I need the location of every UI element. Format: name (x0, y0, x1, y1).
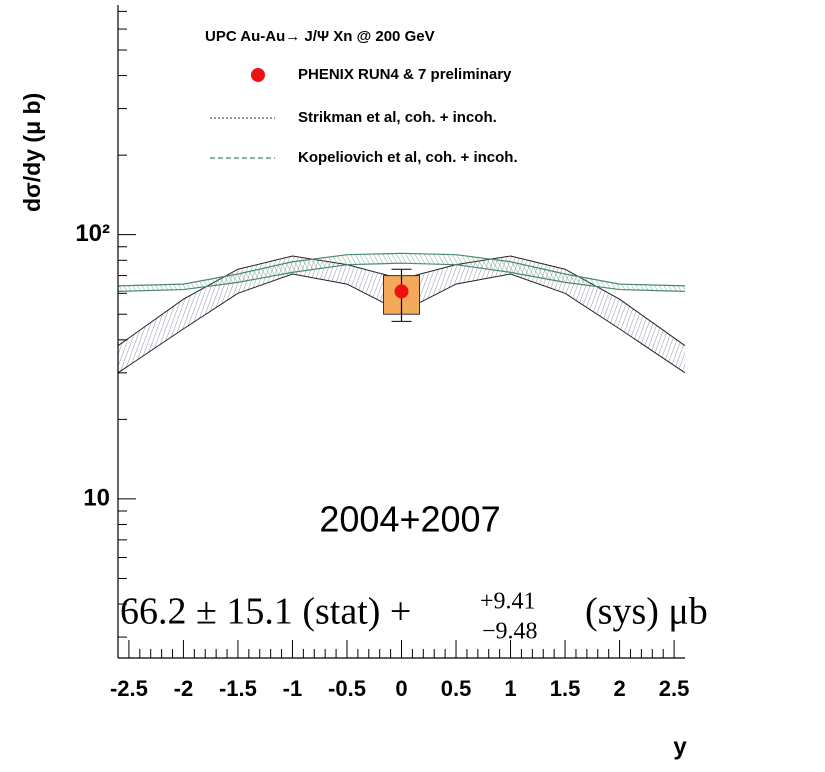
legend-label: Strikman et al, coh. + incoh. (298, 109, 497, 126)
x-tick-label: 1 (504, 676, 516, 701)
x-tick-label: 2 (613, 676, 625, 701)
x-tick-label: 2.5 (659, 676, 690, 701)
x-tick-label: -2 (174, 676, 194, 701)
legend-title: UPC Au-Au→ J/Ψ Xn @ 200 GeV (205, 28, 435, 45)
result-sys-plus: +9.41 (480, 589, 536, 615)
result-sys-minus: −9.48 (482, 619, 538, 645)
result-end: (sys) μb (585, 591, 708, 633)
band-edge (117, 252, 686, 287)
result-main: 66.2 ± 15.1 (stat) + (120, 591, 411, 633)
x-tick-label: 1.5 (550, 676, 581, 701)
legend-label: Kopeliovich et al, coh. + incoh. (298, 149, 518, 166)
x-tick-label: -0.5 (328, 676, 366, 701)
x-tick-label: 0 (395, 676, 407, 701)
y-tick-label: 10 (83, 484, 110, 511)
result-formula: 66.2 ± 15.1 (stat) + +9.41 −9.48 (sys) μ… (120, 589, 708, 645)
band-edge (117, 262, 686, 293)
band-fill (118, 253, 685, 292)
annotation: 2004+2007 (319, 499, 500, 540)
x-tick-label: -2.5 (110, 676, 148, 701)
data-point (394, 284, 409, 299)
y-tick-label: 10² (75, 220, 110, 247)
x-axis-label: y (673, 733, 687, 760)
y-axis-label: dσ/dy (μ b) (19, 93, 45, 212)
legend-label: PHENIX RUN4 & 7 preliminary (298, 66, 512, 83)
x-tick-label: 0.5 (441, 676, 472, 701)
plot-area (117, 252, 686, 374)
x-tick-label: -1.5 (219, 676, 257, 701)
x-tick-label: -1 (283, 676, 303, 701)
formula-background (118, 585, 825, 652)
legend-marker (251, 68, 265, 82)
